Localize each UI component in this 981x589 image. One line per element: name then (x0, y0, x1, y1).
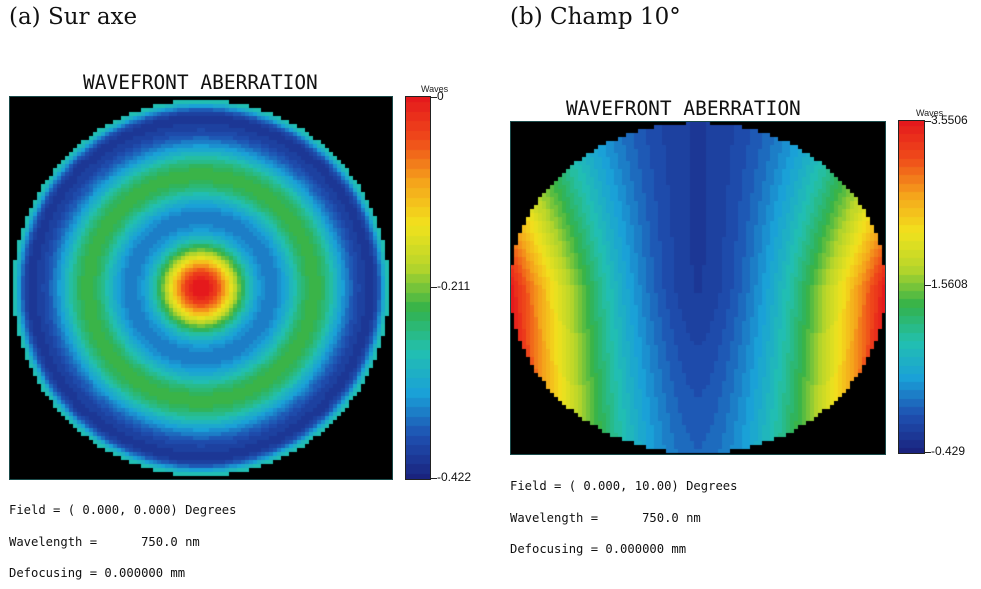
colorbar-tick-mark-b-top (925, 121, 931, 122)
map-frame-a (9, 96, 393, 480)
plot-title-a: WAVEFRONT ABERRATION (83, 71, 318, 94)
wavefront-heatmap-a (9, 96, 393, 480)
info-wavelength-a: Wavelength = 750.0 nm (9, 534, 200, 549)
info-field-a: Field = ( 0.000, 0.000) Degrees (9, 503, 237, 517)
colorbar-tick-a-bottom: -0.422 (437, 470, 472, 484)
info-field-b: Field = ( 0.000, 10.00) Degrees (510, 479, 738, 493)
colorbar-unit-b: Waves (916, 108, 944, 118)
wavefront-heatmap-b (510, 121, 886, 455)
colorbar-b (898, 120, 925, 454)
colorbar-tick-mark-b-bottom (925, 452, 931, 453)
colorbar-a (405, 96, 431, 480)
info-defocusing-b: Defocusing = 0.000000 mm (510, 542, 687, 556)
colorbar-tick-mark-a-top (431, 97, 437, 98)
caption-a: (a) Sur axe (9, 4, 138, 30)
colorbar-tick-a-top: 0 (437, 89, 444, 103)
wavefront-map-a (9, 96, 393, 480)
colorbar-tick-mark-a-mid (431, 287, 437, 288)
caption-b: (b) Champ 10° (510, 4, 681, 30)
info-block-b: Field = ( 0.000, 10.00) Degrees Waveleng… (510, 460, 737, 565)
info-defocusing-a: Defocusing = 0.000000 mm (9, 566, 186, 580)
colorbar-unit-a: Waves (421, 84, 449, 94)
map-frame-b (510, 121, 886, 455)
wavefront-map-b (510, 121, 886, 455)
colorbar-tick-a-mid: -0.211 (437, 279, 471, 293)
colorbar-gradient-a (406, 97, 430, 479)
colorbar-gradient-b (899, 121, 924, 453)
info-block-a: Field = ( 0.000, 0.000) Degrees Waveleng… (9, 484, 236, 589)
colorbar-tick-b-mid: 1.5608 (931, 277, 968, 291)
colorbar-tick-b-top: 3.5506 (931, 113, 968, 127)
plot-title-b: WAVEFRONT ABERRATION (566, 97, 801, 120)
colorbar-tick-mark-a-bottom (431, 478, 437, 479)
colorbar-tick-mark-b-mid (925, 285, 931, 286)
info-wavelength-b: Wavelength = 750.0 nm (510, 510, 701, 525)
colorbar-tick-b-bottom: -0.429 (931, 444, 966, 458)
